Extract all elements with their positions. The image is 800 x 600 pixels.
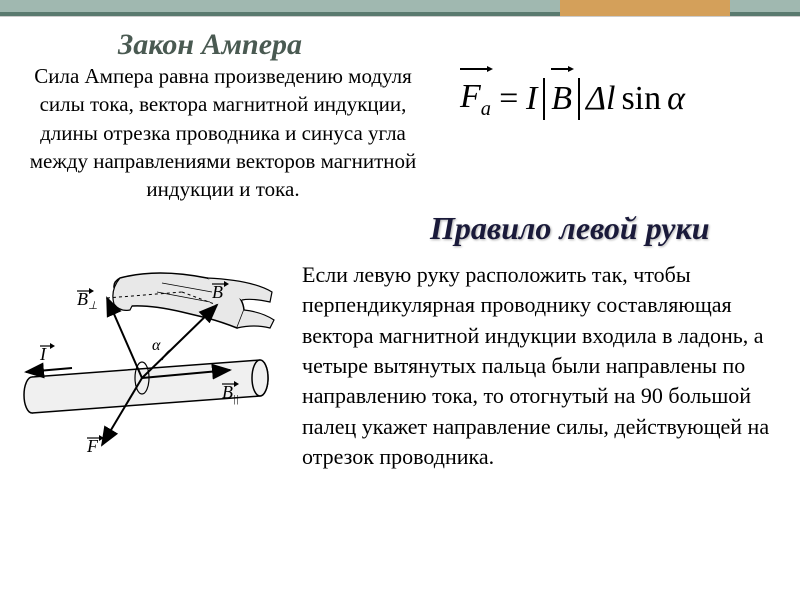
left-hand-rule-title: Правило левой руки	[430, 210, 710, 247]
sym-sin: sin	[621, 80, 661, 118]
left-hand-rule-description: Если левую руку расположить так, чтобы п…	[302, 260, 780, 473]
svg-text:α: α	[152, 337, 161, 354]
left-hand	[113, 273, 274, 328]
svg-text:B⊥: B⊥	[77, 289, 98, 312]
svg-text:F: F	[86, 436, 99, 456]
formula-Fa: Fa	[460, 78, 491, 121]
svg-text:B: B	[212, 282, 223, 302]
sym-F: F	[460, 78, 481, 115]
equals-sign: =	[497, 80, 520, 118]
sym-alpha: α	[667, 80, 685, 118]
sym-I: I	[526, 80, 537, 118]
ampere-law-description: Сила Ампера равна произведению модуля си…	[28, 62, 418, 204]
border-hairline	[0, 16, 800, 17]
slide-title: Закон Ампера	[118, 28, 302, 62]
abs-B: B	[543, 78, 580, 120]
ampere-formula: Fa = I B Δl sin α	[460, 78, 685, 121]
sym-dl: Δl	[586, 80, 615, 118]
svg-text:I: I	[39, 344, 47, 364]
decorative-top-border	[0, 0, 800, 20]
border-accent	[560, 0, 730, 16]
sym-B: B	[551, 80, 572, 117]
sub-a: a	[481, 98, 491, 120]
left-hand-rule-diagram: I F B B⊥ B|| α	[12, 250, 292, 460]
